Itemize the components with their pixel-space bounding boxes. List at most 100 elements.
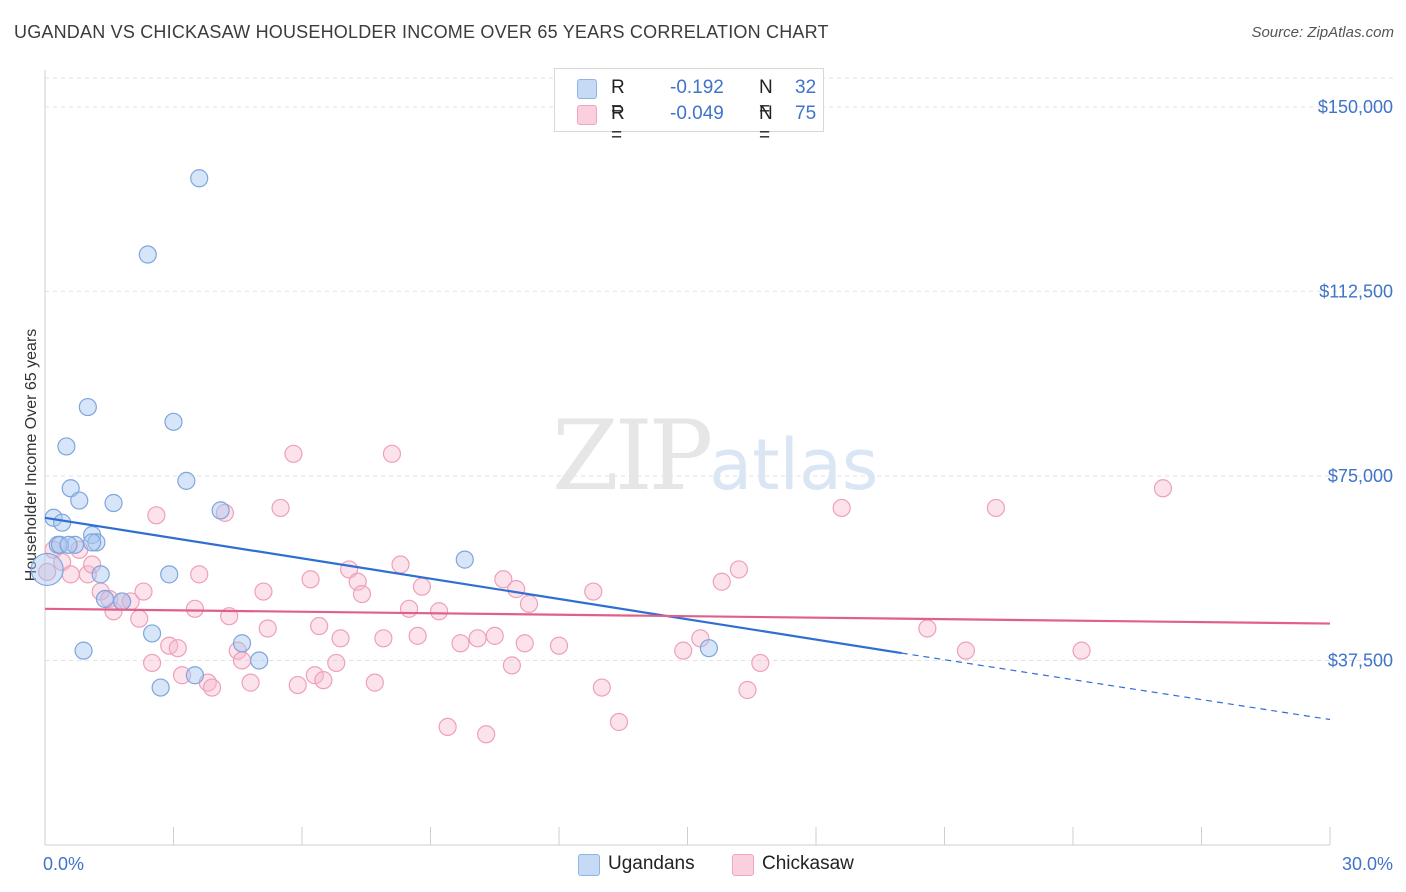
ugandans-point bbox=[151, 678, 170, 697]
chickasaw-point bbox=[549, 636, 569, 655]
chickasaw-point bbox=[515, 634, 534, 653]
chickasaw-point bbox=[986, 498, 1006, 518]
x-tick-label: 30.0% bbox=[1342, 854, 1393, 874]
ugandans-point bbox=[250, 651, 269, 670]
chickasaw-point bbox=[38, 562, 57, 582]
chickasaw-point bbox=[519, 594, 539, 613]
chickasaw-point bbox=[78, 565, 97, 584]
trendline-ugandans bbox=[44, 516, 902, 655]
chickasaw-point bbox=[468, 629, 487, 648]
trendlines bbox=[44, 516, 1331, 721]
ugandans-point bbox=[211, 501, 230, 520]
chickasaw-point bbox=[168, 639, 187, 658]
ugandans-point bbox=[138, 245, 157, 264]
chickasaw-point bbox=[301, 570, 320, 589]
watermark-atlas: atlas bbox=[709, 424, 879, 506]
ugandans-point bbox=[699, 639, 719, 658]
chickasaw-point bbox=[956, 641, 976, 660]
bottom-legend-swatch-chickasaw bbox=[732, 854, 754, 876]
chart-source: Source: ZipAtlas.com bbox=[1251, 24, 1394, 41]
chickasaw-point bbox=[365, 673, 384, 692]
ugandans-point bbox=[83, 533, 102, 552]
chickasaw-point bbox=[202, 678, 222, 697]
y-tick-label: $150,000 bbox=[1318, 97, 1393, 117]
chickasaw-point bbox=[502, 656, 521, 675]
legend-n-value: 75 bbox=[795, 103, 817, 124]
chickasaw-point bbox=[382, 444, 402, 463]
chickasaw-point bbox=[399, 599, 419, 618]
chickasaw-point bbox=[712, 572, 731, 591]
chickasaw-point bbox=[185, 599, 205, 618]
ugandans-point bbox=[232, 634, 252, 653]
chickasaw-point bbox=[130, 609, 149, 628]
watermark: ZIPatlas bbox=[552, 400, 878, 512]
chickasaw-point bbox=[494, 570, 513, 589]
chickasaw-point bbox=[232, 651, 252, 670]
y-tick-label: $112,500 bbox=[1319, 281, 1393, 301]
legend: R = -0.192 N = 32 R = -0.049 N = 75 bbox=[554, 68, 824, 146]
legend-r-label: R = bbox=[611, 77, 625, 120]
chickasaw-point bbox=[190, 565, 209, 584]
axes bbox=[44, 70, 1331, 846]
ugandans-point bbox=[74, 641, 93, 660]
ugandans-point bbox=[70, 491, 89, 510]
chickasaw-point bbox=[1072, 641, 1091, 660]
chickasaw-point bbox=[609, 712, 629, 732]
ugandans-point bbox=[112, 592, 132, 611]
chickasaw-point bbox=[288, 675, 307, 695]
watermark-zip: ZIP bbox=[552, 400, 713, 512]
chickasaw-point bbox=[918, 619, 937, 638]
trendline-ugandans-dashed bbox=[901, 652, 1331, 721]
ugandans-point bbox=[87, 533, 106, 552]
chickasaw-point bbox=[271, 498, 290, 518]
chickasaw-point bbox=[674, 641, 693, 660]
chickasaw-point bbox=[391, 555, 410, 574]
chickasaw-point bbox=[429, 602, 449, 621]
ugandans-point bbox=[91, 565, 110, 584]
chickasaw-point bbox=[310, 616, 329, 636]
ugandans-point bbox=[142, 624, 162, 643]
chickasaw-point bbox=[147, 506, 166, 525]
ugandans-point bbox=[57, 437, 76, 456]
chickasaw-point bbox=[142, 653, 162, 673]
chickasaw-point bbox=[485, 626, 504, 645]
ugandans-point bbox=[185, 666, 205, 685]
y-tick-label: $75,000 bbox=[1328, 466, 1393, 486]
chickasaw-point bbox=[327, 653, 346, 673]
chart-title: UGANDAN VS CHICKASAW HOUSEHOLDER INCOME … bbox=[14, 22, 829, 42]
chickasaw-point bbox=[172, 666, 192, 685]
ugandans-point bbox=[95, 589, 115, 609]
chickasaw-point bbox=[738, 680, 757, 700]
chickasaw-point bbox=[258, 619, 277, 638]
ugandans-point bbox=[177, 471, 196, 490]
tick-labels: $37,500 $75,000 $112,500 $150,000 0.0% 30.0% bbox=[43, 97, 1393, 874]
bottom-legend-label-ugandans: Ugandans bbox=[608, 853, 695, 874]
ugandans-point bbox=[61, 479, 80, 498]
chickasaw-point bbox=[584, 582, 603, 601]
chickasaw-point bbox=[352, 584, 372, 604]
chickasaw-point bbox=[751, 653, 770, 673]
ugandans-point bbox=[164, 412, 183, 431]
chickasaw-point bbox=[1153, 479, 1173, 498]
chickasaw-point bbox=[832, 498, 851, 518]
legend-n-value: 32 bbox=[795, 77, 817, 98]
chickasaw-point bbox=[305, 666, 324, 685]
chickasaw-point bbox=[241, 673, 260, 692]
x-tick-label: 0.0% bbox=[43, 854, 84, 874]
ugandans-point bbox=[160, 565, 179, 584]
chickasaw-point bbox=[412, 577, 432, 596]
data-points bbox=[30, 169, 1173, 744]
bottom-legend-label-chickasaw: Chickasaw bbox=[762, 853, 854, 874]
chickasaw-point bbox=[331, 629, 350, 648]
chickasaw-point bbox=[438, 717, 457, 737]
chickasaw-point bbox=[507, 580, 526, 599]
chickasaw-point bbox=[408, 626, 427, 645]
chickasaw-point bbox=[61, 565, 80, 584]
y-tick-label: $37,500 bbox=[1328, 650, 1393, 670]
bottom-legend-swatch-ugandans bbox=[578, 854, 600, 876]
chickasaw-point bbox=[451, 634, 470, 653]
ugandans-point bbox=[59, 535, 78, 554]
chickasaw-point bbox=[592, 678, 611, 697]
legend-swatch-ugandans bbox=[577, 79, 597, 99]
